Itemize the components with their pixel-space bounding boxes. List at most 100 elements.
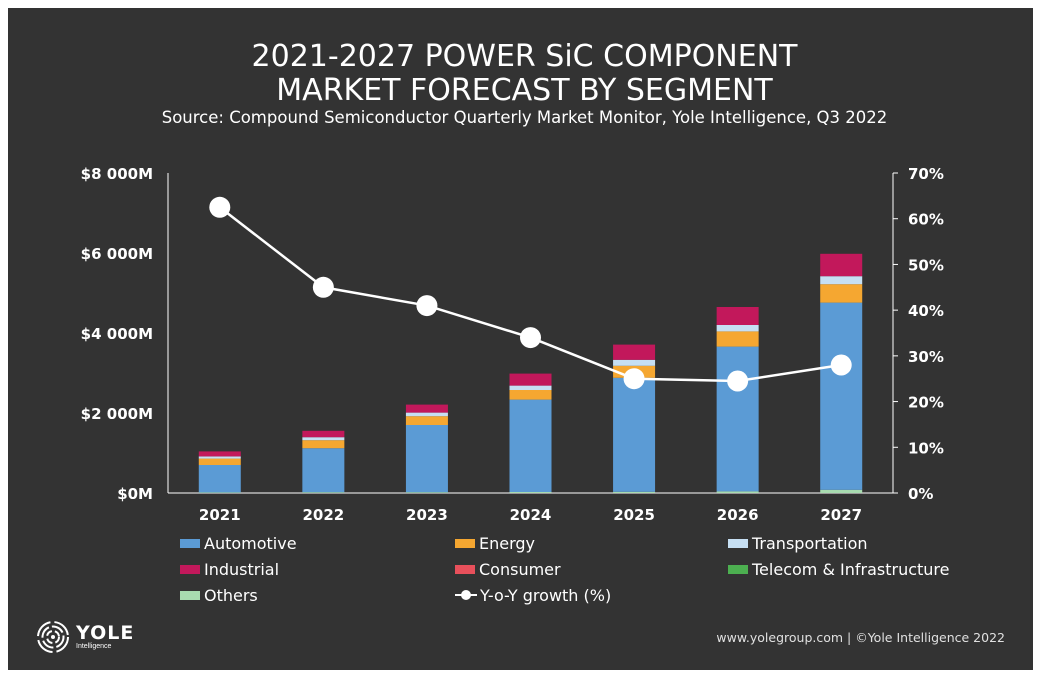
bar-energy-2021 [198, 458, 241, 465]
legend-swatch [180, 538, 200, 548]
legend-item-consumer: Consumer [455, 558, 561, 580]
bars [198, 253, 863, 493]
x-tick-label: 2023 [406, 506, 448, 524]
legend-item-telecom-infrastructure: Telecom & Infrastructure [728, 558, 950, 580]
axis-labels: $0M $2 000M $4 000M $6 000M $8 000M 0% 10% 20% 3… [81, 165, 944, 524]
bar-automotive-2023 [405, 425, 448, 493]
legend-item-automotive: Automotive [180, 532, 297, 554]
legend-label: Others [204, 585, 258, 605]
y2-tick-label: 50% [908, 256, 944, 274]
bar-transportation-2024 [509, 385, 552, 390]
bar-automotive-2021 [198, 465, 241, 493]
legend-label: Consumer [479, 559, 561, 579]
y-tick-label: $8 000M [81, 165, 153, 183]
bar-others-2026 [716, 491, 759, 493]
bar-others-2025 [613, 491, 656, 493]
x-tick-label: 2024 [510, 506, 552, 524]
growth-point-2023 [416, 295, 438, 317]
x-tick-label: 2027 [820, 506, 862, 524]
legend: Automotive Energy Transportation Industrial… [180, 532, 980, 612]
bar-others-2022 [302, 492, 345, 493]
growth-point-2026 [727, 370, 749, 392]
legend-item-energy: Energy [455, 532, 535, 554]
legend-label: Transportation [752, 533, 868, 553]
legend-swatch [180, 590, 200, 600]
bar-transportation-2025 [613, 359, 656, 366]
bar-automotive-2024 [509, 399, 552, 492]
growth-line [209, 196, 852, 392]
legend-item-y-o-y-growth: Y-o-Y growth (%) [455, 584, 611, 606]
bar-energy-2024 [509, 390, 552, 400]
y2-tick-label: 10% [908, 439, 944, 457]
bar-transportation-2022 [302, 437, 345, 441]
y2-tick-label: 70% [908, 165, 944, 183]
y2-tick-label: 0% [908, 485, 933, 503]
logo-name: YOLE [76, 621, 135, 644]
bar-automotive-2022 [302, 448, 345, 493]
bar-industrial-2023 [405, 404, 448, 413]
footer-credit: www.yolegroup.com | ©Yole Intelligence 2… [716, 630, 1005, 645]
growth-point-2025 [623, 368, 645, 390]
logo-subtitle: Intelligence [76, 642, 112, 650]
growth-point-2027 [830, 354, 852, 376]
title-line-1: 2021-2027 POWER SiC COMPONENT [251, 39, 798, 74]
bar-energy-2023 [405, 416, 448, 425]
bar-others-2021 [198, 492, 241, 493]
legend-item-industrial: Industrial [180, 558, 279, 580]
bar-industrial-2024 [509, 373, 552, 386]
x-tick-label: 2025 [613, 506, 655, 524]
bar-automotive-2025 [613, 377, 656, 492]
x-tick-label: 2022 [302, 506, 344, 524]
bar-transportation-2021 [198, 456, 241, 459]
chart-subtitle: Source: Compound Semiconductor Quarterly… [161, 108, 888, 127]
bar-industrial-2025 [613, 344, 656, 360]
bar-industrial-2021 [198, 451, 241, 457]
bar-energy-2027 [820, 284, 863, 303]
bar-transportation-2027 [820, 276, 863, 285]
bar-automotive-2027 [820, 302, 863, 490]
title-line-2: MARKET FORECAST BY SEGMENT [276, 73, 773, 108]
bar-others-2027 [820, 489, 863, 493]
y2-tick-label: 20% [908, 394, 944, 412]
legend-item-others: Others [180, 584, 258, 606]
y-tick-label: $4 000M [81, 325, 153, 343]
bar-transportation-2023 [405, 412, 448, 417]
chart-title: 2021-2027 POWER SiC COMPONENT MARKET FOR… [0, 40, 1049, 108]
bar-energy-2026 [716, 331, 759, 347]
bar-industrial-2027 [820, 253, 863, 277]
legend-swatch [728, 538, 748, 548]
legend-swatch [180, 564, 200, 574]
bar-energy-2022 [302, 440, 345, 449]
legend-label: Telecom & Infrastructure [752, 559, 950, 579]
growth-point-2024 [520, 327, 541, 349]
legend-line-swatch [455, 589, 477, 601]
legend-label: Y-o-Y growth (%) [480, 585, 612, 605]
yole-logo-icon [37, 621, 69, 653]
y-tick-label: $2 000M [81, 405, 153, 423]
y2-tick-label: 40% [908, 302, 944, 320]
legend-label: Energy [479, 533, 536, 553]
legend-swatch [455, 564, 475, 574]
bar-industrial-2022 [302, 430, 345, 438]
y2-tick-label: 60% [908, 211, 944, 229]
legend-swatch [455, 538, 475, 548]
bar-transportation-2026 [716, 325, 759, 332]
bar-others-2024 [509, 492, 552, 493]
x-tick-label: 2026 [717, 506, 759, 524]
growth-point-2022 [312, 276, 334, 298]
y2-tick-label: 30% [908, 348, 944, 366]
bar-others-2023 [405, 492, 448, 493]
x-tick-label: 2021 [199, 506, 241, 524]
logo-text: YOLE Intelligence [76, 621, 135, 651]
yole-logo: YOLE Intelligence [36, 620, 134, 654]
y-tick-label: $0M [117, 485, 153, 503]
legend-label: Automotive [204, 533, 297, 553]
growth-point-2021 [209, 196, 231, 218]
legend-swatch [728, 564, 748, 574]
legend-item-transportation: Transportation [728, 532, 868, 554]
legend-label: Industrial [204, 559, 280, 579]
bar-industrial-2026 [716, 307, 759, 325]
y-tick-label: $6 000M [81, 245, 153, 263]
bar-automotive-2026 [716, 346, 759, 492]
